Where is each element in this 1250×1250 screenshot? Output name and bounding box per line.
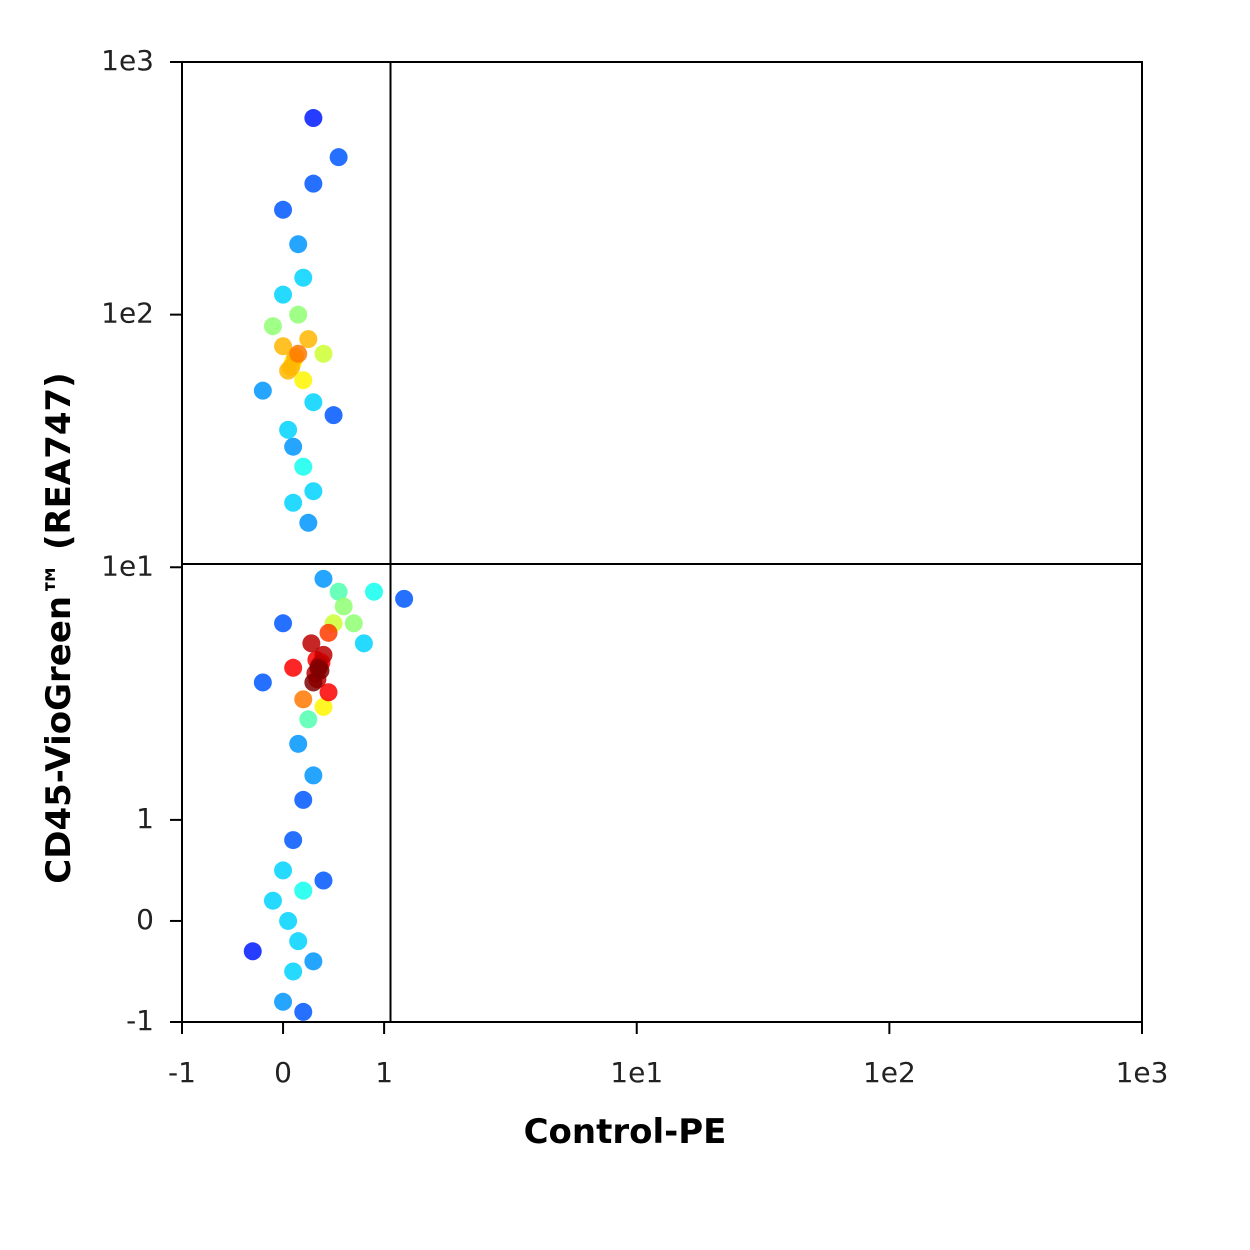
event-point: [289, 734, 308, 753]
event-point: [274, 614, 293, 633]
x-axis-label: Control-PE: [524, 1112, 727, 1152]
event-point: [284, 658, 303, 677]
event-point: [314, 569, 333, 588]
event-point: [304, 766, 323, 785]
event-point: [279, 420, 298, 439]
event-point: [324, 406, 343, 425]
y-tick-label: 1e3: [101, 44, 154, 77]
event-point: [329, 582, 348, 601]
event-point: [284, 493, 303, 512]
event-point: [302, 634, 321, 653]
event-point: [282, 358, 301, 377]
event-point: [289, 344, 308, 363]
y-tick-label: -1: [126, 1004, 154, 1037]
event-point: [263, 317, 282, 336]
event-point: [253, 673, 272, 692]
event-point: [294, 268, 313, 287]
event-point: [304, 952, 323, 971]
event-point: [253, 381, 272, 400]
event-point: [274, 285, 293, 304]
event-point: [274, 861, 293, 880]
event-point: [289, 932, 308, 951]
event-point: [284, 831, 303, 850]
plot-frame: [181, 61, 1143, 1023]
y-axis-label: CD45-VioGreen™ (REA747): [39, 372, 79, 883]
event-point: [314, 871, 333, 890]
event-point: [243, 942, 262, 961]
event-point: [304, 109, 323, 128]
event-point: [289, 305, 308, 324]
x-tick-label: 0: [274, 1056, 292, 1089]
event-point: [284, 437, 303, 456]
event-point: [304, 482, 323, 501]
event-point: [304, 174, 323, 193]
y-tick-label: 1e2: [101, 297, 154, 330]
event-point: [395, 589, 414, 608]
event-point: [294, 790, 313, 809]
event-point: [294, 690, 313, 709]
x-tick-label: 1: [375, 1056, 393, 1089]
event-point: [289, 235, 308, 254]
event-point: [274, 992, 293, 1011]
event-point: [319, 623, 338, 642]
event-point: [344, 614, 363, 633]
event-point: [263, 891, 282, 910]
x-tick-label: -1: [168, 1056, 196, 1089]
event-point: [294, 457, 313, 476]
y-tick-label: 1e1: [101, 549, 154, 582]
event-point: [299, 330, 318, 349]
event-point: [294, 371, 313, 390]
event-point: [314, 344, 333, 363]
event-point: [304, 393, 323, 412]
event-point: [354, 634, 373, 653]
event-point: [294, 881, 313, 900]
y-tick-label: 1: [136, 802, 154, 835]
event-point: [279, 911, 298, 930]
event-point: [299, 710, 318, 729]
event-point: [311, 661, 330, 680]
event-point: [274, 337, 293, 356]
event-point: [284, 962, 303, 981]
event-point: [329, 148, 348, 167]
event-point: [365, 582, 383, 601]
event-point: [314, 697, 333, 716]
x-tick-label: 1e2: [863, 1056, 916, 1089]
event-point: [274, 200, 293, 219]
event-point: [299, 513, 318, 532]
y-tick-label: 0: [136, 903, 154, 936]
event-point: [334, 597, 353, 616]
event-point: [294, 1002, 313, 1021]
event-point: [319, 683, 338, 702]
x-tick-label: 1e1: [610, 1056, 663, 1089]
x-tick-label: 1e3: [1116, 1056, 1169, 1089]
